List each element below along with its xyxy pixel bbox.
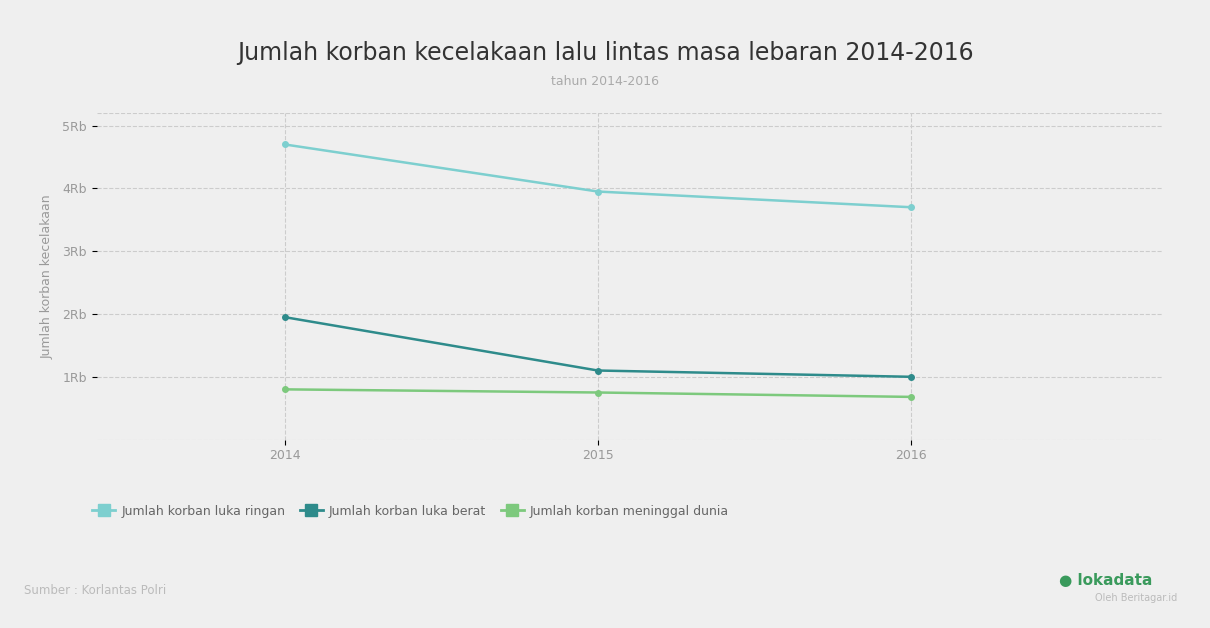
Jumlah korban luka berat [590,367,605,374]
Jumlah korban meninggal dunia [277,386,292,393]
Text: Sumber : Korlantas Polri: Sumber : Korlantas Polri [24,584,167,597]
Jumlah korban luka ringan [277,141,292,148]
Text: Jumlah korban kecelakaan lalu lintas masa lebaran 2014-2016: Jumlah korban kecelakaan lalu lintas mas… [237,41,973,65]
Line: Jumlah korban luka berat: Jumlah korban luka berat [282,315,914,379]
Jumlah korban luka ringan [590,188,605,195]
Jumlah korban meninggal dunia [590,389,605,396]
Jumlah korban luka berat [277,313,292,321]
Jumlah korban luka ringan [904,203,918,211]
Text: Oleh Beritagar.id: Oleh Beritagar.id [1095,593,1177,603]
Jumlah korban luka berat [904,373,918,381]
Jumlah korban meninggal dunia [904,393,918,401]
Y-axis label: Jumlah korban kecelakaan: Jumlah korban kecelakaan [41,194,54,359]
Text: tahun 2014-2016: tahun 2014-2016 [551,75,659,88]
Text: ● lokadata: ● lokadata [1059,573,1152,588]
Line: Jumlah korban luka ringan: Jumlah korban luka ringan [282,142,914,210]
Legend: Jumlah korban luka ringan, Jumlah korban luka berat, Jumlah korban meninggal dun: Jumlah korban luka ringan, Jumlah korban… [92,505,730,517]
Line: Jumlah korban meninggal dunia: Jumlah korban meninggal dunia [282,387,914,399]
